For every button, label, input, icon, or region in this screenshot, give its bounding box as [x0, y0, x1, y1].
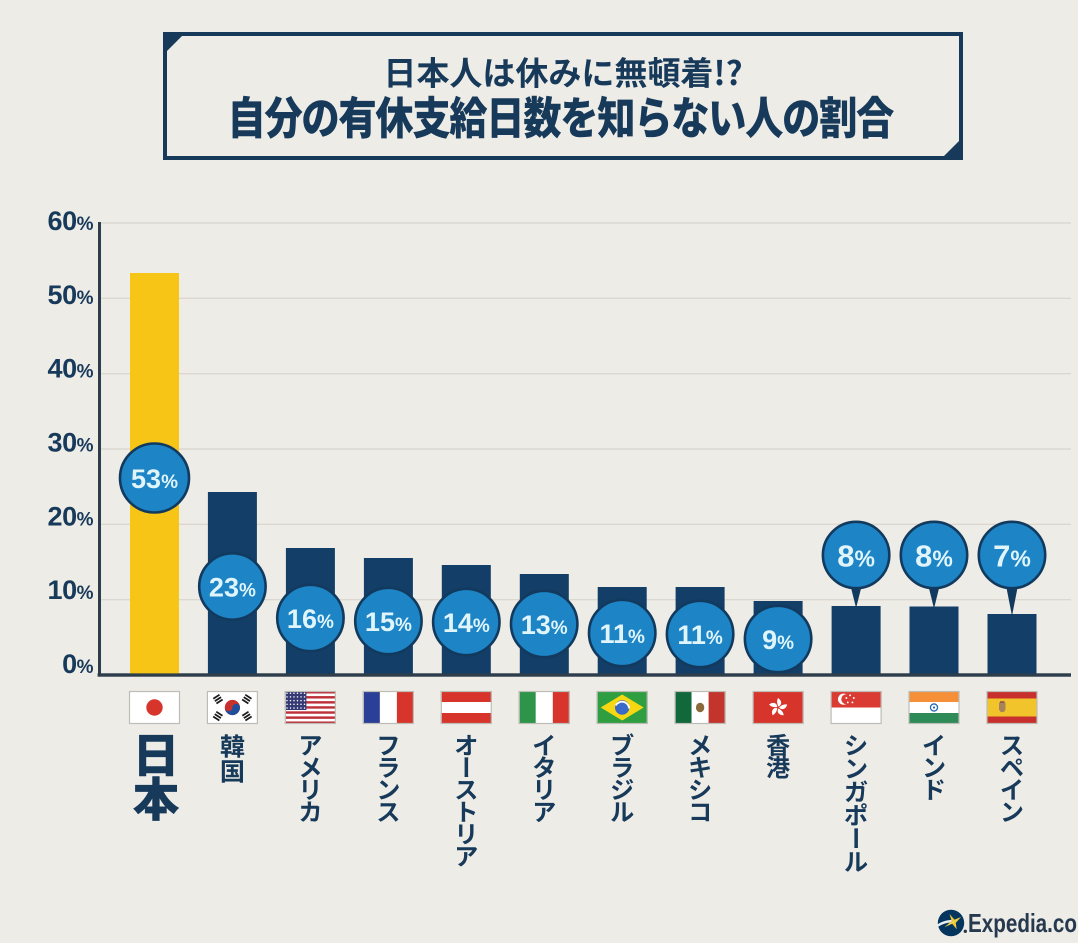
svg-text:60%: 60% [48, 206, 94, 236]
svg-text:13%: 13% [521, 610, 568, 640]
svg-text:10%: 10% [48, 575, 94, 605]
svg-text:50%: 50% [48, 280, 94, 310]
svg-text:Expedia.co: Expedia.co [968, 908, 1077, 938]
